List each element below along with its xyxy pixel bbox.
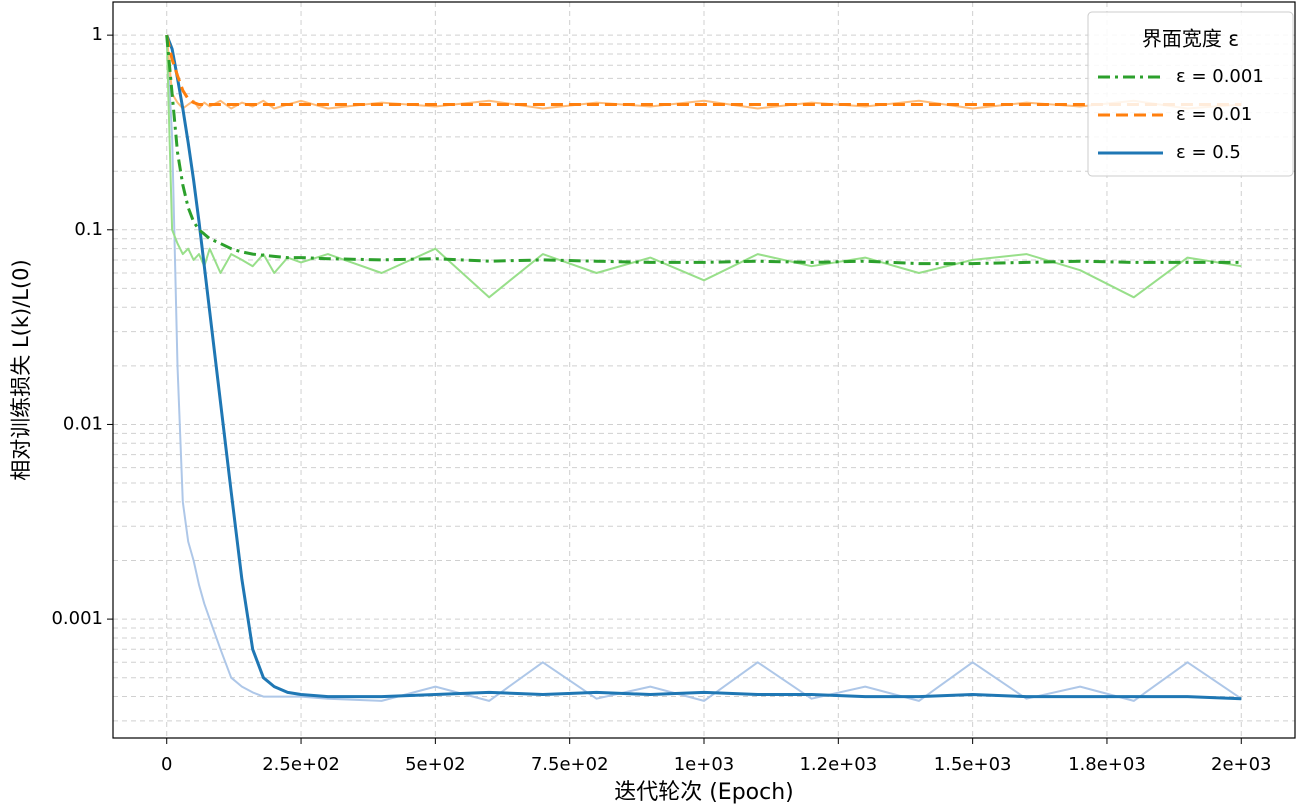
y-axis-label: 相对训练损失 L(k)/L(0) <box>9 259 33 480</box>
series-line <box>165 34 1242 701</box>
y-tick-label: 0.01 <box>63 413 103 434</box>
y-tick-label: 0.001 <box>51 608 103 629</box>
x-tick-label: 2e+03 <box>1211 754 1272 775</box>
x-axis-label: 迭代轮次 (Epoch) <box>614 780 794 805</box>
legend-label: ε = 0.001 <box>1176 66 1264 87</box>
x-tick-label: 2.5e+02 <box>262 754 340 775</box>
x-tick-label: 1e+03 <box>674 754 735 775</box>
plot-frame <box>112 1 1296 739</box>
legend: 界面宽度 ε ε = 0.001 ε = 0.01 ε = 0.5 <box>1087 11 1294 177</box>
raw-line <box>165 35 1242 299</box>
raw-line <box>165 35 1242 110</box>
x-tick-label: 7.5e+02 <box>531 754 609 775</box>
raw-line <box>165 35 1242 702</box>
series-line <box>165 34 1242 266</box>
legend-label: ε = 0.01 <box>1176 104 1252 125</box>
x-tick-label: 5e+02 <box>405 754 466 775</box>
y-tick-label: 1 <box>92 24 103 45</box>
x-tick-label: 1.5e+03 <box>934 754 1012 775</box>
y-tick-label: 0.1 <box>74 219 103 240</box>
legend-title: 界面宽度 ε <box>1142 27 1239 51</box>
series-line <box>165 34 1242 106</box>
x-tick-label: 0 <box>161 754 172 775</box>
x-tick-label: 1.2e+03 <box>799 754 877 775</box>
legend-box <box>1087 11 1294 177</box>
x-tick-label: 1.8e+03 <box>1068 754 1146 775</box>
legend-label: ε = 0.5 <box>1176 142 1241 163</box>
